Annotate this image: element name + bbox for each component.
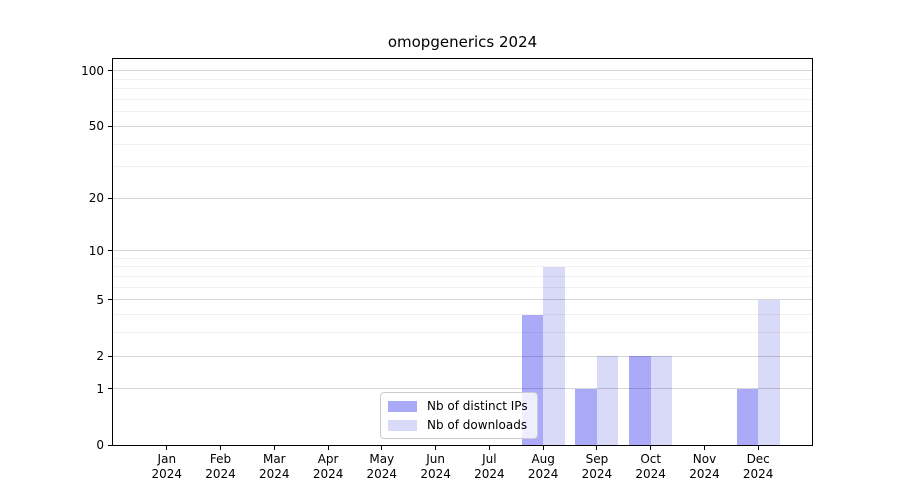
y-tick-label: 50 bbox=[88, 119, 104, 134]
legend-item-downloads: Nb of downloads bbox=[388, 418, 528, 432]
x-tick-mark bbox=[435, 446, 437, 450]
x-tick-mark bbox=[757, 446, 759, 450]
minor-gridline bbox=[113, 111, 812, 113]
x-tick-mark bbox=[488, 446, 490, 450]
legend-swatch-downloads bbox=[388, 419, 417, 431]
legend-label-downloads: Nb of downloads bbox=[427, 418, 528, 432]
grid-layer bbox=[113, 59, 812, 445]
x-tick-label: Mar 2024 bbox=[259, 452, 290, 481]
x-tick-label: Apr 2024 bbox=[312, 452, 344, 481]
chart-title: omopgenerics 2024 bbox=[387, 33, 538, 51]
x-tick-label: May 2024 bbox=[366, 452, 398, 481]
x-tick-mark bbox=[273, 446, 275, 450]
legend-item-distinct-ips: Nb of distinct IPs bbox=[388, 399, 528, 413]
minor-gridline bbox=[113, 78, 812, 80]
x-tick-mark bbox=[220, 446, 221, 450]
major-gridline bbox=[113, 125, 812, 127]
major-gridline bbox=[113, 388, 812, 390]
x-tick-mark bbox=[650, 446, 652, 450]
minor-gridline bbox=[113, 88, 812, 90]
legend-label-distinct-ips: Nb of distinct IPs bbox=[427, 399, 528, 413]
bar-downloads bbox=[596, 356, 619, 445]
minor-gridline bbox=[113, 275, 812, 277]
x-tick-label: Dec 2024 bbox=[742, 452, 774, 481]
bar-distinct-ips bbox=[575, 388, 597, 445]
minor-gridline bbox=[113, 143, 812, 145]
major-gridline bbox=[113, 70, 812, 72]
bar-downloads bbox=[758, 299, 780, 445]
x-tick-mark bbox=[542, 446, 544, 450]
x-tick-mark bbox=[327, 446, 329, 450]
x-tick-mark bbox=[704, 446, 705, 450]
minor-gridline bbox=[113, 166, 812, 168]
minor-gridline bbox=[113, 314, 812, 315]
x-tick-label: Nov 2024 bbox=[689, 452, 720, 481]
major-gridline bbox=[113, 355, 812, 357]
minor-gridline bbox=[113, 266, 812, 268]
x-tick-label: Sep 2024 bbox=[581, 452, 613, 481]
x-tick-label: Jan 2024 bbox=[151, 452, 183, 481]
y-tick-label: 100 bbox=[81, 63, 104, 78]
bar-downloads bbox=[543, 266, 565, 445]
minor-gridline bbox=[113, 286, 812, 288]
x-tick-mark bbox=[596, 446, 598, 450]
y-tick-label: 10 bbox=[88, 243, 104, 258]
bar-distinct-ips bbox=[736, 388, 759, 445]
x-tick-label: Jul 2024 bbox=[474, 452, 505, 481]
bar-downloads bbox=[650, 356, 673, 445]
y-tick-label: 5 bbox=[96, 292, 104, 307]
y-tick-label: 2 bbox=[96, 349, 104, 363]
x-tick-label: Feb 2024 bbox=[205, 452, 236, 481]
bar-distinct-ips bbox=[629, 356, 651, 445]
y-tick-label: 1 bbox=[96, 381, 104, 396]
x-tick-mark bbox=[166, 446, 168, 450]
minor-gridline bbox=[113, 257, 812, 259]
x-tick-label: Jun 2024 bbox=[420, 452, 451, 481]
x-tick-label: Oct 2024 bbox=[635, 452, 666, 481]
major-gridline bbox=[113, 250, 812, 252]
minor-gridline bbox=[113, 332, 812, 334]
major-gridline bbox=[113, 299, 812, 301]
x-tick-label: Aug 2024 bbox=[527, 452, 559, 481]
y-tick-label: 0 bbox=[96, 438, 104, 452]
y-tick-label: 20 bbox=[88, 191, 104, 206]
legend: Nb of distinct IPs Nb of downloads bbox=[380, 392, 538, 439]
minor-gridline bbox=[113, 99, 812, 100]
major-gridline bbox=[113, 197, 812, 199]
plot-area bbox=[112, 58, 813, 446]
legend-swatch-distinct-ips bbox=[388, 400, 417, 412]
x-tick-mark bbox=[381, 446, 383, 450]
